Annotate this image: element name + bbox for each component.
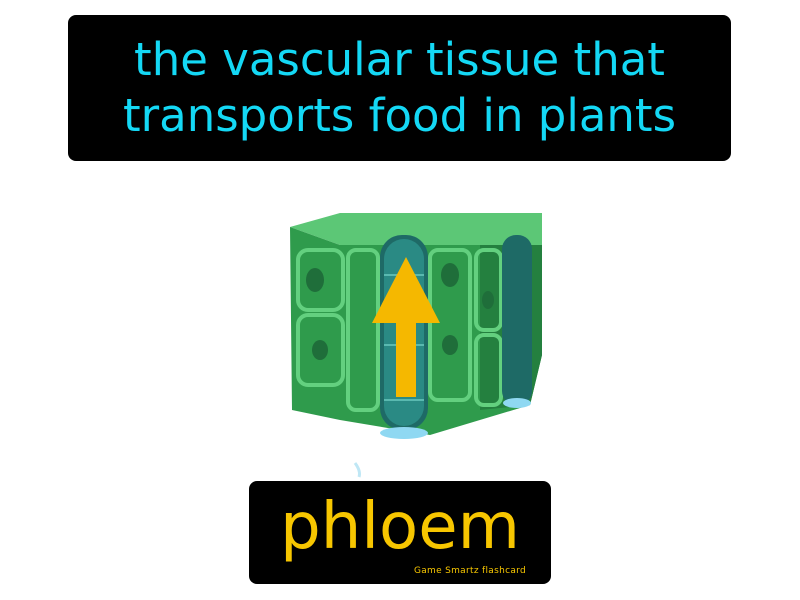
- term-word: phloem: [280, 490, 520, 564]
- definition-line-2: transports food in plants: [122, 89, 677, 142]
- up-arrow-icon: [372, 257, 440, 397]
- definition-line-1: the vascular tissue that: [134, 33, 665, 86]
- brand-label: Game Smartz flashcard: [413, 566, 526, 576]
- definition-card: the vascular tissue that transports food…: [68, 15, 731, 161]
- phloem-tissue-icon: [290, 213, 542, 478]
- term-card: phloem Game Smartz flashcard: [249, 481, 551, 584]
